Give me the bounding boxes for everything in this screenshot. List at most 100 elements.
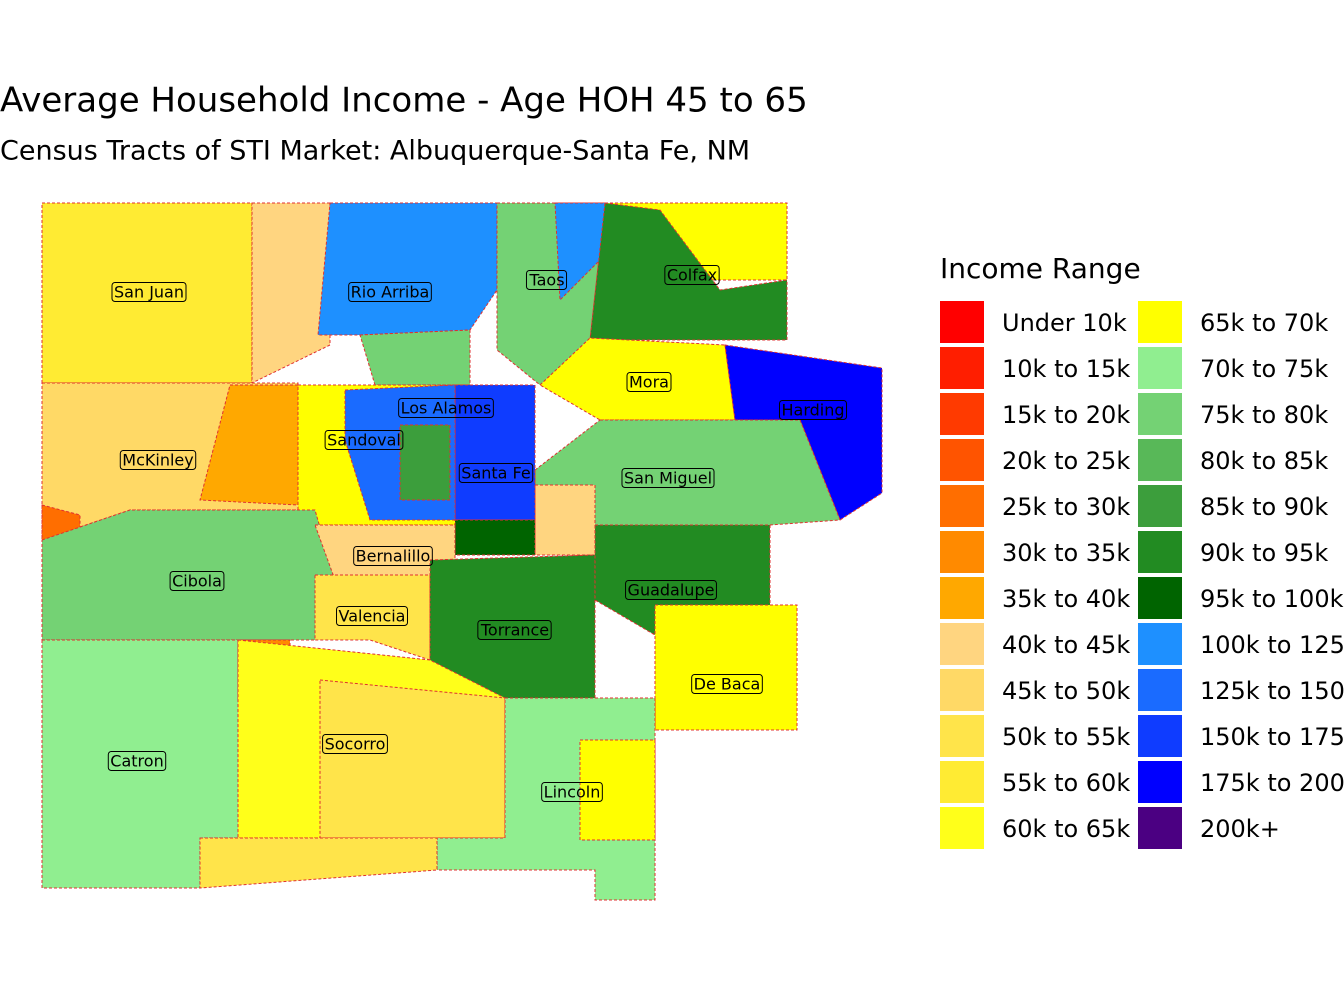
legend-swatch (940, 347, 984, 389)
legend-label: 70k to 75k (1200, 355, 1328, 383)
legend-swatch (1138, 531, 1182, 573)
region (199, 384, 299, 506)
county-label: Torrance (480, 621, 549, 640)
county-label-group: San Miguel (621, 468, 715, 488)
county-label-group: Taos (525, 270, 568, 290)
legend-swatch (1138, 577, 1182, 619)
county-label-group: De Baca (691, 674, 763, 694)
county-label-group: Guadalupe (625, 580, 717, 600)
label-box (625, 580, 717, 600)
legend-label: 25k to 30k (1002, 493, 1130, 521)
county-label: Sandoval (327, 431, 401, 450)
legend-label: 20k to 25k (1002, 447, 1130, 475)
legend-label: Under 10k (1002, 309, 1127, 337)
label-box (626, 372, 672, 392)
legend-swatch (940, 531, 984, 573)
region (534, 484, 596, 556)
label-box (336, 606, 408, 626)
legend-label: 55k to 60k (1002, 769, 1130, 797)
county-label-group: Rio Arriba (348, 282, 432, 302)
county-label: Santa Fe (461, 464, 530, 483)
legend-label: 15k to 20k (1002, 401, 1130, 429)
region (454, 519, 536, 556)
legend-swatch (940, 577, 984, 619)
label-box (169, 571, 225, 591)
legend-label: 45k to 50k (1002, 677, 1130, 705)
legend-label: 125k to 150k (1200, 677, 1344, 705)
label-box (458, 463, 534, 483)
county-labels: San Juan Rio Arriba Taos Colfax Mora Harding L… (107, 265, 848, 802)
label-box (621, 468, 715, 488)
legend-label: 95k to 100k (1200, 585, 1344, 613)
legend-swatch (1138, 761, 1182, 803)
legend-label: 90k to 95k (1200, 539, 1328, 567)
legend-swatch (1138, 347, 1182, 389)
legend-swatch (1138, 301, 1182, 343)
county-label-group: Mora (626, 372, 672, 392)
county-label-group: McKinley (119, 450, 197, 470)
region (359, 329, 471, 386)
region (251, 202, 331, 384)
county-label: De Baca (694, 675, 761, 694)
label-box (691, 674, 763, 694)
legend-label: 50k to 55k (1002, 723, 1130, 751)
region (317, 202, 498, 336)
legend-swatch (940, 669, 984, 711)
region (314, 574, 431, 661)
legend-label: 30k to 35k (1002, 539, 1130, 567)
legend-label: 65k to 70k (1200, 309, 1328, 337)
label-box (541, 782, 603, 802)
legend-swatch (940, 485, 984, 527)
legend-label: 200k+ (1200, 815, 1280, 843)
region (654, 604, 798, 731)
legend-swatch (940, 301, 984, 343)
legend-swatch (1138, 715, 1182, 757)
legend-swatch (940, 761, 984, 803)
legend-swatch (1138, 669, 1182, 711)
region (429, 554, 596, 699)
region (579, 739, 656, 841)
label-box (525, 270, 568, 290)
county-label-group: San Juan (111, 282, 187, 302)
county-label: Los Alamos (401, 399, 492, 418)
county-label-group: Catron (107, 751, 167, 771)
legend: Under 10k 10k to 15k 15k to 20k 20k to 25k 2… (940, 301, 1344, 849)
region (319, 679, 506, 839)
region (399, 424, 451, 501)
county-label: McKinley (122, 451, 193, 470)
legend-swatch (940, 393, 984, 435)
label-box (477, 620, 552, 640)
county-label: San Miguel (624, 469, 712, 488)
map-regions (41, 202, 883, 901)
county-label: Cibola (172, 572, 222, 591)
county-label: Guadalupe (628, 581, 715, 600)
legend-label: 100k to 125k (1200, 631, 1344, 659)
legend-swatch (1138, 623, 1182, 665)
label-box (322, 734, 388, 754)
county-label-group: Valencia (336, 606, 408, 626)
label-box (348, 282, 432, 302)
label-box (664, 265, 720, 285)
region (199, 837, 438, 889)
county-label: Valencia (339, 607, 406, 626)
legend-label: 150k to 175k (1200, 723, 1344, 751)
county-label: Mora (629, 373, 669, 392)
county-label-group: Sandoval (324, 430, 404, 450)
legend-swatch (1138, 485, 1182, 527)
legend-swatch (940, 715, 984, 757)
legend-swatch (940, 623, 984, 665)
legend-label: 175k to 200k (1200, 769, 1344, 797)
county-label-group: Bernalillo (353, 546, 433, 566)
county-label: Harding (781, 401, 844, 420)
county-label: Bernalillo (356, 547, 431, 566)
county-label-group: Torrance (477, 620, 552, 640)
legend-title: Income Range (940, 252, 1141, 285)
legend-label: 35k to 40k (1002, 585, 1130, 613)
legend-label: 80k to 85k (1200, 447, 1328, 475)
label-box (107, 751, 167, 771)
county-label-group: Santa Fe (458, 463, 534, 483)
subtitle: Census Tracts of STI Market: Albuquerque… (0, 136, 750, 167)
county-label-group: Lincoln (541, 782, 603, 802)
